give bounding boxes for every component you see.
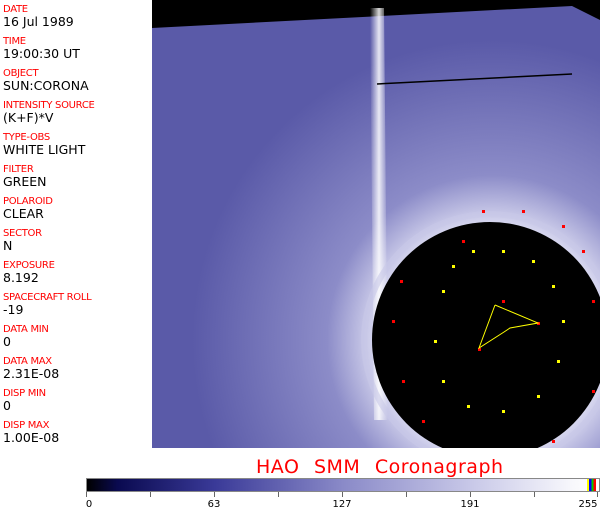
field-value-disp-max: 1.00E-08 <box>3 430 60 445</box>
field-value-sector: N <box>3 238 13 253</box>
colorbar-tick-label: 127 <box>332 499 352 510</box>
field-label-sector: SECTOR <box>3 228 42 239</box>
colorbar-tick <box>150 492 151 497</box>
field-label-spacecraft-roll: SPACECRAFT ROLL <box>3 292 92 303</box>
field-label-data-min: DATA MIN <box>3 324 49 335</box>
field-label-date: DATE <box>3 4 28 15</box>
colorbar-tick <box>86 492 87 497</box>
header-info-panel <box>0 0 150 448</box>
field-label-exposure: EXPOSURE <box>3 260 55 271</box>
field-label-intensity-source: INTENSITY SOURCE <box>3 100 95 111</box>
colorbar-tick-label: 255 <box>578 499 598 510</box>
colorbar-tick <box>597 492 598 497</box>
field-label-object: OBJECT <box>3 68 39 79</box>
colorbar-tick <box>406 492 407 497</box>
field-label-data-max: DATA MAX <box>3 356 52 367</box>
colorbar-tick <box>470 492 471 497</box>
field-value-spacecraft-roll: -19 <box>3 302 24 317</box>
field-value-intensity-source: (K+F)*V <box>3 110 54 125</box>
field-value-object: SUN:CORONA <box>3 78 89 93</box>
field-label-time: TIME <box>3 36 26 47</box>
field-value-filter: GREEN <box>3 174 47 189</box>
field-label-filter: FILTER <box>3 164 34 175</box>
colorbar-tick <box>278 492 279 497</box>
field-label-disp-max: DISP MAX <box>3 420 50 431</box>
plot-title: HAO SMM Coronagraph <box>256 456 504 478</box>
colorbar-overlay-swatches <box>587 479 596 491</box>
field-value-polaroid: CLEAR <box>3 206 44 221</box>
colorbar-tick-label: 0 <box>85 499 93 510</box>
field-value-data-max: 2.31E-08 <box>3 366 60 381</box>
field-value-date: 16 Jul 1989 <box>3 14 74 29</box>
field-value-disp-min: 0 <box>3 398 11 413</box>
colorbar-tick <box>214 492 215 497</box>
field-label-polaroid: POLAROID <box>3 196 53 207</box>
colorbar-tick-label: 191 <box>460 499 480 510</box>
field-value-type-obs: WHITE LIGHT <box>3 142 86 157</box>
colorbar-tick <box>342 492 343 497</box>
field-value-data-min: 0 <box>3 334 11 349</box>
field-value-time: 19:00:30 UT <box>3 46 80 61</box>
coronagraph-image <box>152 0 600 469</box>
field-value-exposure: 8.192 <box>3 270 39 285</box>
field-label-disp-min: DISP MIN <box>3 388 46 399</box>
colorbar <box>86 478 600 492</box>
colorbar-tick <box>534 492 535 497</box>
field-label-type-obs: TYPE-OBS <box>3 132 50 143</box>
colorbar-tick-label: 63 <box>207 499 221 510</box>
